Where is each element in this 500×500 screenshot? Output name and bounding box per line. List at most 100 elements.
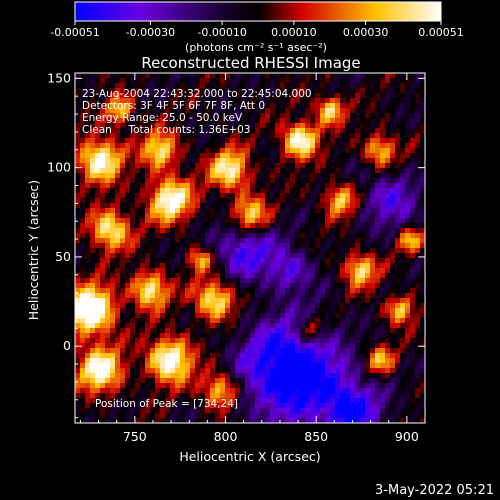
heatmap-cell [175,218,181,224]
heatmap-cell [95,393,101,399]
heatmap-cell [285,273,291,279]
heatmap-cell [110,328,116,334]
heatmap-cell [160,248,166,254]
heatmap-cell [150,188,156,194]
heatmap-cell [185,243,191,249]
heatmap-cell [230,88,236,94]
heatmap-cell [270,213,276,219]
heatmap-cell [395,383,401,389]
heatmap-cell [215,408,221,414]
heatmap-cell [255,73,261,79]
heatmap-cell [315,128,321,134]
heatmap-cell [335,258,341,264]
heatmap-cell [185,323,191,329]
heatmap-cell [350,188,356,194]
heatmap-cell [175,133,181,139]
heatmap-cell [330,178,336,184]
heatmap-cell [300,193,306,199]
heatmap-cell [110,368,116,374]
heatmap-cell [340,253,346,259]
heatmap-cell [410,78,416,84]
heatmap-cell [90,193,96,199]
heatmap-cell [125,288,131,294]
heatmap-cell [275,163,281,169]
heatmap-cell [375,393,381,399]
heatmap-cell [135,218,141,224]
heatmap-cell [280,293,286,299]
heatmap-cell [170,258,176,264]
heatmap-cell [265,133,271,139]
heatmap-cell [415,298,421,304]
heatmap-cell [90,198,96,204]
heatmap-cell [75,358,81,364]
heatmap-cell [345,268,351,274]
heatmap-cell [400,263,406,269]
heatmap-cell [275,283,281,289]
heatmap-cell [325,408,331,414]
heatmap-cell [265,278,271,284]
heatmap-cell [305,348,311,354]
heatmap-cell [85,388,91,394]
heatmap-cell [85,98,91,104]
heatmap-cell [195,123,201,129]
heatmap-cell [195,253,201,259]
heatmap-cell [320,198,326,204]
heatmap-cell [210,383,216,389]
heatmap-cell [410,288,416,294]
heatmap-cell [150,398,156,404]
heatmap-cell [95,383,101,389]
heatmap-cell [265,73,271,79]
heatmap-cell [310,178,316,184]
heatmap-cell [340,373,346,379]
heatmap-cell [155,243,161,249]
heatmap-cell [365,78,371,84]
heatmap-cell [275,338,281,344]
heatmap-cell [120,333,126,339]
heatmap-cell [340,393,346,399]
heatmap-cell [330,208,336,214]
heatmap-cell [350,333,356,339]
heatmap-cell [345,378,351,384]
heatmap-cell [365,358,371,364]
heatmap-cell [145,128,151,134]
heatmap-cell [370,383,376,389]
heatmap-cell [85,203,91,209]
heatmap-cell [255,368,261,374]
heatmap-cell [230,343,236,349]
heatmap-cell [325,118,331,124]
heatmap-cell [210,113,216,119]
heatmap-cell [165,128,171,134]
heatmap-cell [360,248,366,254]
heatmap-cell [275,368,281,374]
heatmap-cell [230,123,236,129]
heatmap-cell [335,333,341,339]
heatmap-cell [125,248,131,254]
heatmap-cell [80,263,86,269]
heatmap-cell [245,243,251,249]
heatmap-cell [310,258,316,264]
heatmap-cell [335,143,341,149]
heatmap-cell [245,398,251,404]
heatmap-cell [255,378,261,384]
heatmap-cell [210,248,216,254]
heatmap-cell [400,318,406,324]
heatmap-cell [400,353,406,359]
heatmap-cell [120,348,126,354]
heatmap-cell [335,268,341,274]
heatmap-cell [270,208,276,214]
heatmap-cell [405,403,411,409]
heatmap-cell [285,88,291,94]
heatmap-cell [385,123,391,129]
heatmap-cell [130,373,136,379]
heatmap-cell [360,343,366,349]
heatmap-cell [265,233,271,239]
heatmap-cell [305,288,311,294]
heatmap-cell [115,283,121,289]
heatmap-cell [160,283,166,289]
heatmap-cell [195,103,201,109]
heatmap-cell [335,398,341,404]
heatmap-cell [395,393,401,399]
heatmap-cell [300,213,306,219]
heatmap-cell [265,143,271,149]
heatmap-cell [395,88,401,94]
